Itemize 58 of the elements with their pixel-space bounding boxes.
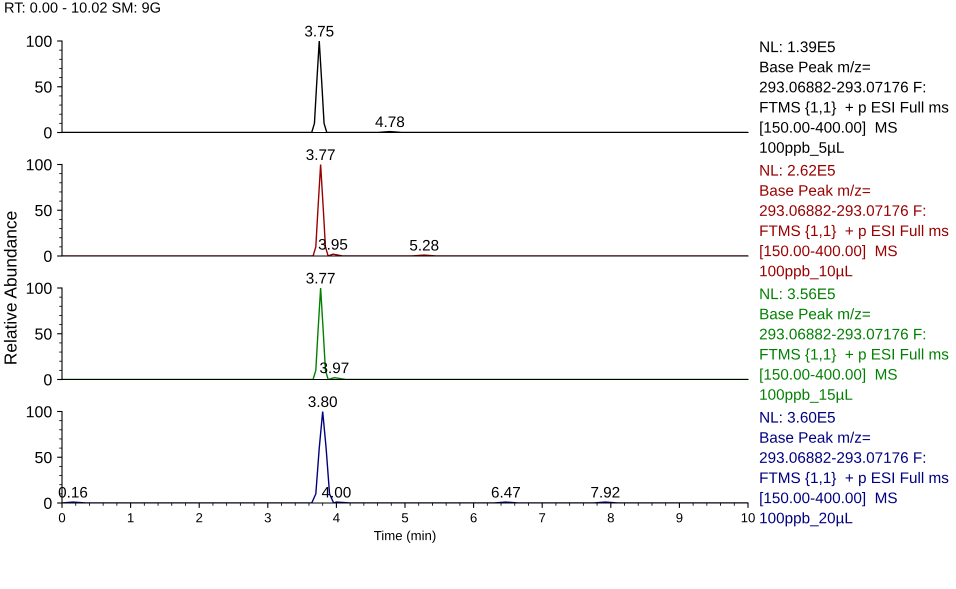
text: NL: 3.56E5 [760, 288, 835, 300]
x-tick-label: 5 [402, 513, 408, 522]
y-tick-label: 50 [35, 204, 52, 216]
y-tick-label: 50 [35, 328, 52, 340]
y-tick-label: 0 [44, 374, 52, 386]
text: 293.06882-293.07176 F: [760, 328, 926, 340]
annotation: 6.47 [492, 486, 520, 498]
x-tick-label: 0 [58, 513, 66, 522]
y-tick-label: 0 [44, 127, 52, 138]
text: FTMS {1,1} + p ESI Full ms [760, 472, 948, 486]
y-tick-label: 0 [44, 250, 52, 262]
x-tick-label: 3 [264, 513, 271, 522]
x-tick-label: 10 [742, 513, 755, 522]
text: [150.00-400.00] MS [760, 122, 897, 136]
y-tick-label: 50 [35, 81, 52, 93]
x-tick-label: 8 [608, 513, 614, 522]
text: NL: 2.62E5 [760, 164, 835, 176]
annotation: 4.78 [375, 116, 404, 128]
x-tick-label: 6 [470, 513, 477, 522]
x-tick-label: 2 [196, 513, 202, 522]
annotation: 3.77 [306, 272, 335, 284]
text: Base Peak m/z= [760, 61, 870, 72]
text: [150.00-400.00] MS [760, 245, 897, 260]
y-tick-label: 0 [44, 498, 52, 509]
chart-title: RT: 0.00 - 10.02 SM: 9G [5, 2, 160, 13]
annotation: 5.28 [410, 240, 438, 251]
x-axis-title: Time (min) [374, 530, 436, 543]
text: NL: 1.39E5 [760, 41, 835, 52]
text: NL: 3.60E5 [760, 412, 835, 423]
y-tick-label: 100 [26, 406, 52, 418]
text: [150.00-400.00] MS [760, 368, 897, 383]
text: 100ppb_10µL [760, 265, 852, 280]
text: FTMS {1,1} + p ESI Full ms [760, 348, 948, 363]
text: [150.00-400.00] MS [760, 492, 897, 506]
y-tick-label: 100 [26, 36, 52, 47]
annotation: 3.80 [308, 396, 337, 408]
text: 293.06882-293.07176 F: [760, 452, 926, 463]
text: 293.06882-293.07176 F: [760, 205, 926, 216]
y-axis-title: Relative Abundance [4, 212, 17, 364]
x-tick-label: 7 [539, 513, 546, 522]
y-tick-label: 100 [26, 282, 52, 294]
annotation: 7.92 [591, 486, 620, 498]
y-tick-label: 50 [35, 452, 52, 464]
annotation: 3.75 [304, 26, 334, 37]
text: Base Peak m/z= [760, 308, 870, 320]
text: 100ppb_5µL [760, 142, 844, 156]
x-tick-label: 1 [128, 513, 134, 522]
text: FTMS {1,1} + p ESI Full ms [760, 224, 948, 240]
text: Base Peak m/z= [760, 432, 870, 443]
x-tick-label: 4 [333, 513, 340, 522]
annotation: 3.77 [306, 149, 335, 160]
text: 293.06882-293.07176 F: [760, 82, 926, 92]
text: FTMS {1,1} + p ESI Full ms [760, 101, 948, 116]
text: 100ppb_20µL [760, 512, 852, 526]
text: Base Peak m/z= [760, 184, 870, 196]
text: 100ppb_15µL [760, 388, 852, 403]
x-tick-label: 9 [676, 513, 682, 522]
y-tick-label: 100 [26, 159, 52, 170]
